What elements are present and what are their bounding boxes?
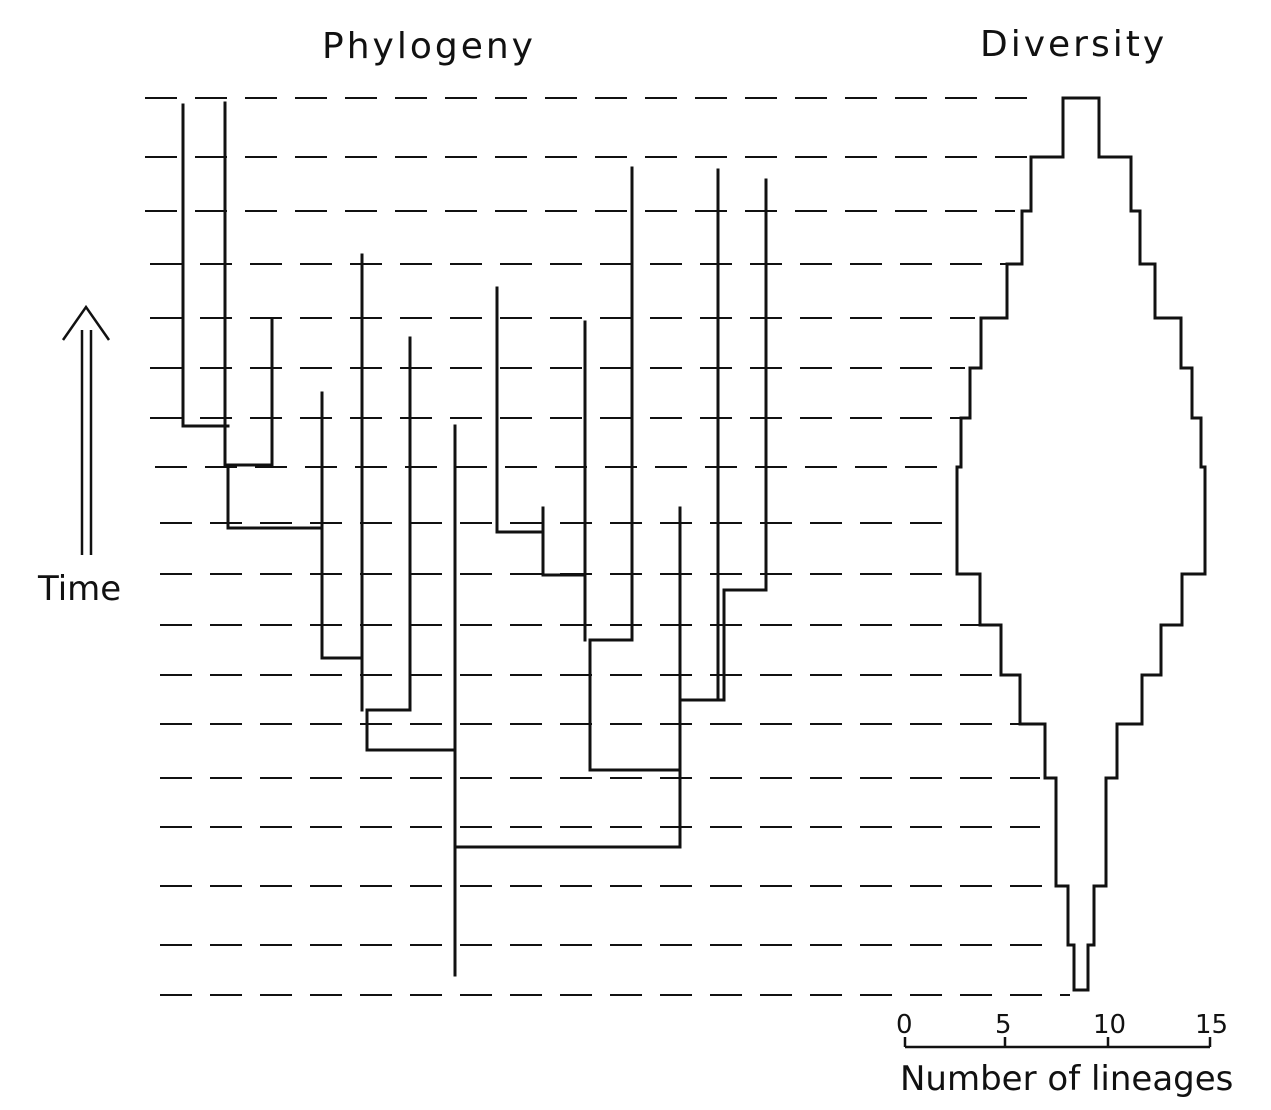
diversity-title: Diversity (980, 24, 1167, 65)
lineages-axis (903, 1037, 1212, 1049)
axis-tick-label: 5 (995, 1010, 1012, 1040)
time-label: Time (37, 569, 121, 609)
phylogeny-tree (181, 101, 768, 977)
axis-tick-label: 10 (1093, 1010, 1126, 1040)
time-slice-lines (145, 97, 1070, 996)
axis-tick-label: 0 (896, 1010, 913, 1040)
phylogeny-title: Phylogeny (322, 26, 536, 67)
time-arrow-icon (61, 304, 111, 555)
axis-tick-label: 15 (1195, 1010, 1228, 1040)
axis-label: Number of lineages (900, 1059, 1233, 1099)
diversity-outline (955, 96, 1207, 992)
